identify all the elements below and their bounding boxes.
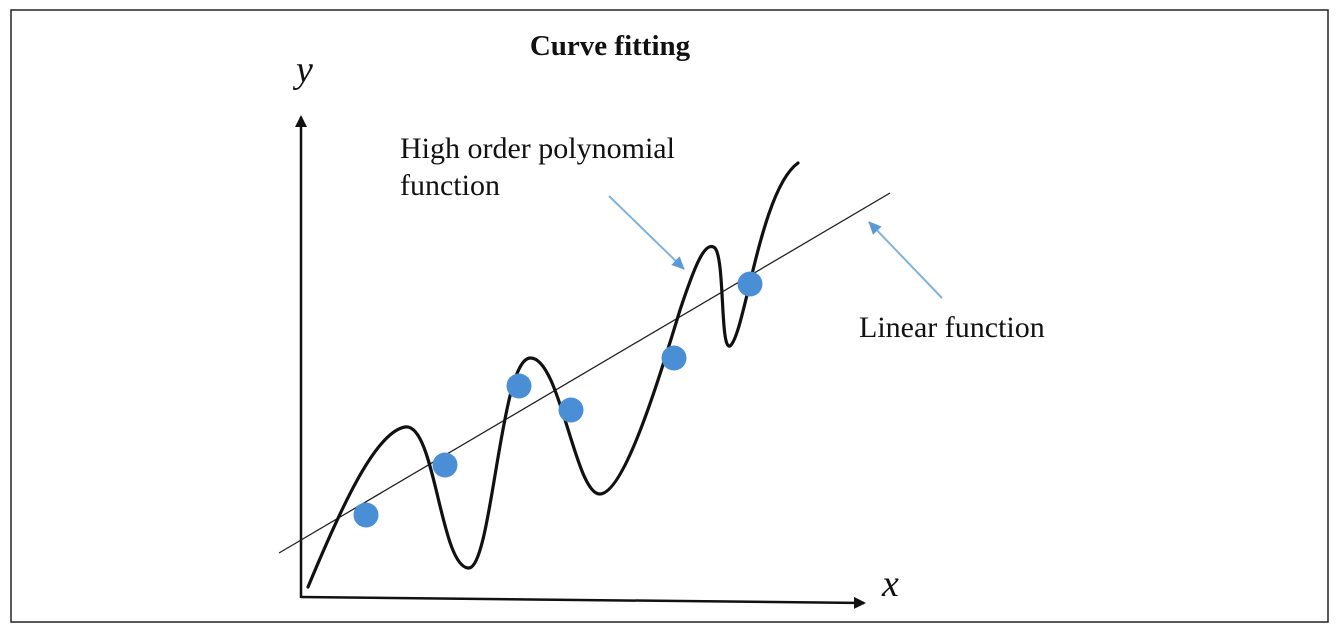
- data-point: [737, 271, 763, 297]
- linear-fit-line: [278, 192, 891, 554]
- data-point: [661, 345, 687, 371]
- data-point: [432, 452, 458, 478]
- polynomial-arrow: [608, 195, 685, 270]
- data-point: [506, 373, 532, 399]
- y-axis-label: y: [292, 49, 313, 91]
- data-point: [558, 397, 584, 423]
- linear-label: Linear function: [859, 311, 1045, 344]
- polynomial-fit-curve: [306, 161, 800, 589]
- polynomial-label-line1: High order polynomial: [400, 132, 675, 165]
- polynomial-label-line2: function: [400, 169, 500, 202]
- figure-title: Curve fitting: [530, 30, 691, 62]
- figure-frame: [10, 9, 1329, 623]
- x-axis-label: x: [881, 563, 899, 605]
- x-axis: [300, 595, 866, 609]
- data-point: [353, 502, 379, 528]
- linear-arrow: [868, 221, 943, 299]
